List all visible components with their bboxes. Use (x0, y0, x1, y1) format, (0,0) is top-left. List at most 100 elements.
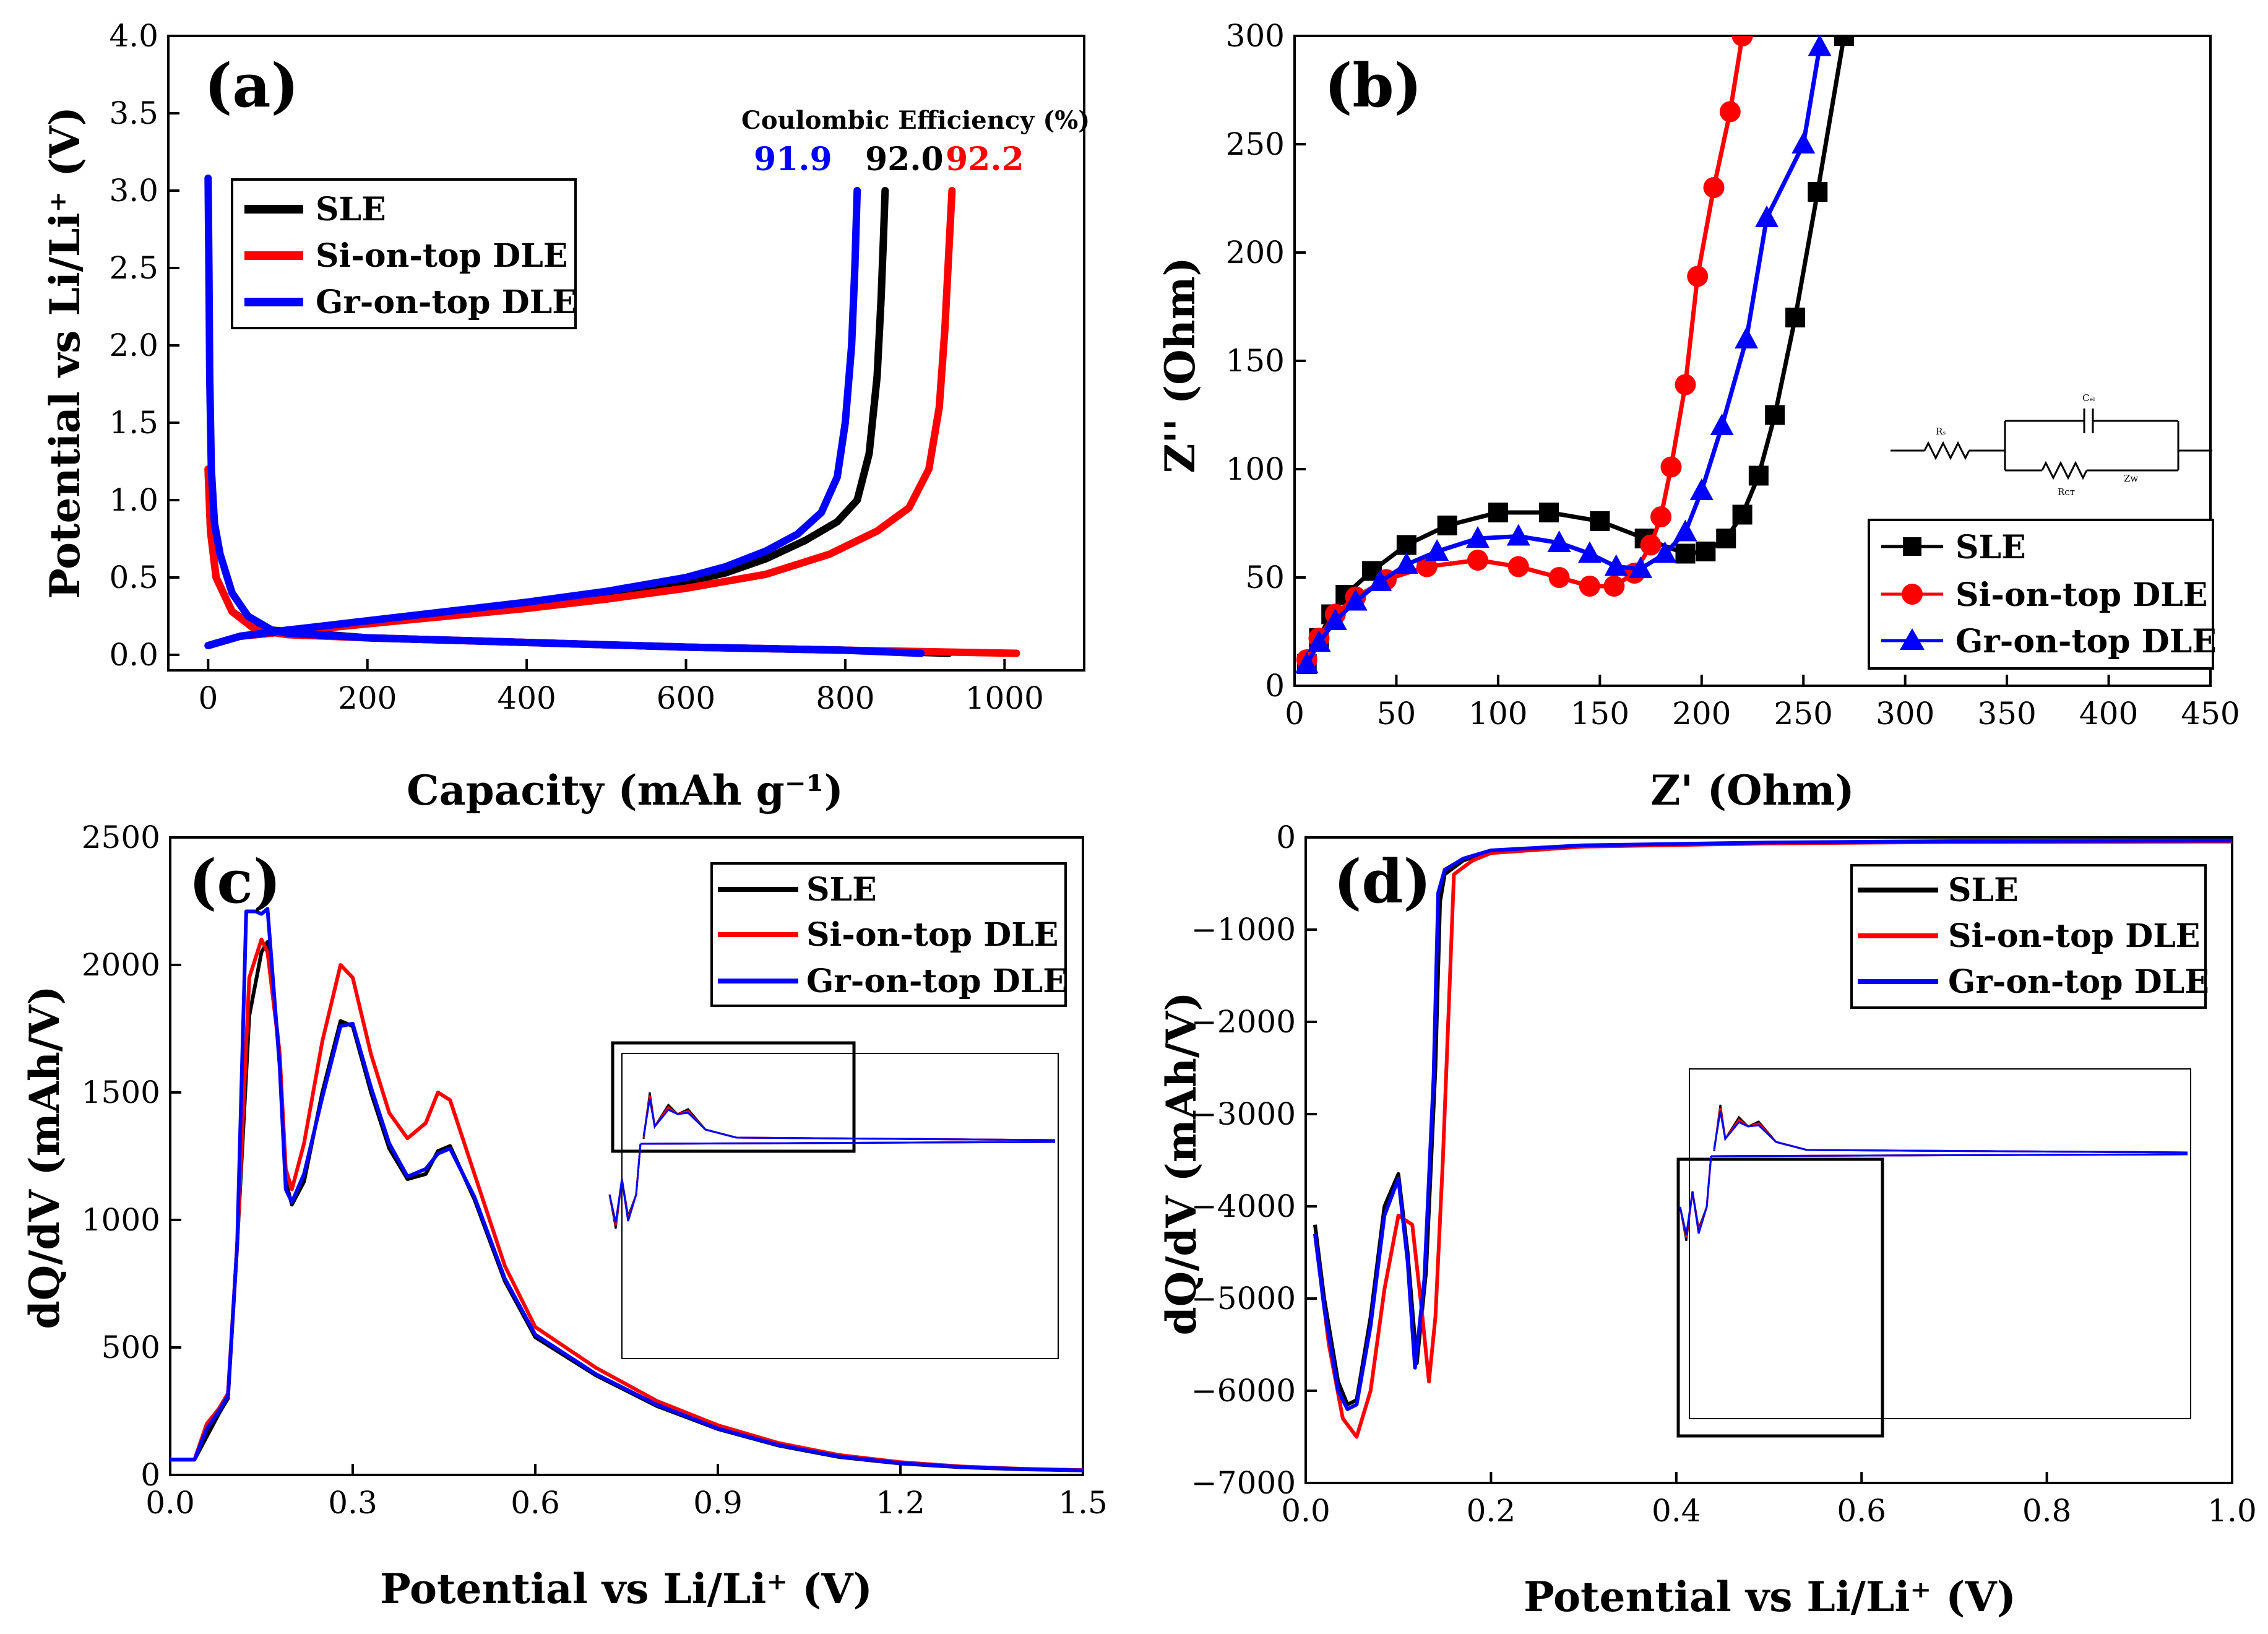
panel-c-ytick-label: 2000 (82, 947, 160, 983)
panel-d-ytick-label: −5000 (1191, 1281, 1296, 1316)
panel-d-legend-sle: SLE (1948, 871, 2019, 909)
panel-b-sle-point (1437, 516, 1457, 535)
circuit-resistor-rct (2041, 460, 2088, 480)
panel-a-ytick-label: 0.5 (109, 560, 158, 595)
panel-c-inset-zoom-box (611, 1041, 856, 1153)
panel-c-dqdv-charge: 0.0 0.3 0.6 0.9 1.2 1.5 0 500 1000 1500 2000 2500 (… (20, 819, 1108, 1613)
circuit-resistor-rs (1923, 441, 1970, 460)
panel-b-sle-point (1748, 465, 1769, 486)
panel-b-sle-point (1488, 503, 1508, 522)
panel-b-sle-point (1834, 36, 1854, 46)
panel-b-gr-point (1808, 36, 1832, 56)
panel-b-si-point (1660, 456, 1682, 478)
inset-gr-baseline (1710, 1153, 2188, 1157)
panel-b-ylabel: Z'' (Ohm) (1156, 257, 1204, 473)
panel-d-inset-frame (1689, 1068, 2191, 1419)
panel-c-ylabel: dQ/dV (mAh/V) (20, 986, 69, 1329)
panel-d-ytick-label: −3000 (1191, 1096, 1296, 1132)
panel-b-gr-point (1394, 552, 1418, 574)
panel-b-legend-sle: SLE (1955, 529, 2026, 566)
panel-d-ytick-label: −2000 (1191, 1004, 1296, 1040)
panel-a-xtick-label: 800 (816, 680, 874, 716)
panel-d-ticks: 0.0 0.2 0.4 0.6 0.8 1.0 −7000 −6000 −5000 −4000 −3… (1191, 819, 2257, 1529)
panel-c-xtick-label: 0.0 (145, 1485, 195, 1521)
panel-c-series (170, 907, 1084, 1472)
panel-c-ytick-label: 1500 (82, 1074, 160, 1110)
inset-gr-lower (1679, 1156, 1712, 1235)
panel-b-ytick-label: 300 (1226, 18, 1285, 54)
panel-c-ticks: 0.0 0.3 0.6 0.9 1.2 1.5 0 500 1000 1500 2000 2500 (82, 819, 1108, 1521)
panel-b-sle-point (1716, 529, 1736, 548)
panel-d-ytick-label: −7000 (1191, 1465, 1296, 1501)
panel-b-si-point (1467, 550, 1488, 571)
panel-d-ytick-label: −6000 (1191, 1373, 1296, 1409)
panel-c-ytick-label: 0 (140, 1457, 160, 1493)
inset-sle-upper (642, 1092, 1056, 1141)
panel-b-xlabel: Z' (Ohm) (1650, 766, 1854, 815)
panel-a-ylabel: Potential vs Li/Li⁺ (V) (41, 106, 89, 599)
panel-c-inset-lines (608, 1092, 1056, 1229)
panel-b-si-point (1731, 36, 1753, 46)
panel-b-gr-point (1307, 630, 1331, 652)
inset-si-upper (1713, 1107, 2188, 1154)
panel-b-xtick-label: 450 (2181, 696, 2240, 732)
panel-a-ytick-label: 0.0 (109, 637, 158, 673)
panel-b-legend-marker-sle (1903, 537, 1921, 556)
panel-b-gr-point (1735, 327, 1759, 348)
panel-a-ticks: 0 200 400 600 800 1000 0.0 0.5 1.0 1.5 2.0 2.5 3.0 3.… (109, 18, 1043, 716)
panel-b-xtick-label: 0 (1285, 696, 1304, 732)
panel-a-ytick-label: 2.5 (109, 250, 158, 286)
panel-b-ytick-label: 100 (1226, 451, 1285, 487)
panel-d-legend: SLE Si-on-top DLE Gr-on-top DLE (1850, 864, 2209, 1009)
panel-b-si-point (1703, 177, 1725, 198)
panel-b-gr-point (1506, 524, 1530, 546)
panel-a-gr-charge-line (204, 187, 861, 649)
panel-b-sle-point (1590, 511, 1610, 531)
panel-c-legend: SLE Si-on-top DLE Gr-on-top DLE (710, 862, 1067, 1007)
panel-c-xtick-label: 0.6 (511, 1485, 560, 1521)
panel-a-plot-area (167, 35, 1085, 672)
panel-b-sle-point (1539, 503, 1559, 522)
panel-b-ticks: 0 50 100 150 200 250 300 350 400 450 0 50 100 150 200 2… (1226, 18, 2240, 732)
panel-b-sle-point (1765, 405, 1785, 425)
panel-b-series (1295, 36, 1854, 674)
panel-b-gr-point (1323, 608, 1347, 630)
panel-d-xtick-label: 0.8 (2022, 1493, 2072, 1529)
circuit-label-zw: Zᴡ (2124, 473, 2138, 484)
panel-d-ytick-label: −4000 (1191, 1188, 1296, 1224)
panel-b-si-point (1687, 266, 1709, 287)
panel-b-gr-point (1604, 554, 1628, 576)
panel-a-ytick-label: 3.5 (109, 95, 158, 131)
panel-c-gr-line (170, 907, 1084, 1472)
panel-b-si-point (1650, 506, 1671, 527)
panel-b-legend: SLE Si-on-top DLE Gr-on-top DLE (1868, 519, 2217, 670)
panel-b-series-clip (1295, 36, 1854, 674)
panel-a-discharge-charge-curves: 0 200 400 600 800 1000 0.0 0.5 1.0 1.5 2.0 2.5 3.0 3.… (41, 18, 1090, 815)
panel-c-xtick-label: 1.5 (1058, 1485, 1108, 1521)
panel-c-ytick-label: 1000 (82, 1202, 160, 1238)
panel-c-si-line (170, 937, 1084, 1472)
panel-d-legend-gr: Gr-on-top DLE (1948, 963, 2209, 1001)
panel-b-si-point (1579, 576, 1600, 597)
panel-b-gr-point (1577, 541, 1602, 563)
panel-b-xtick-label: 250 (1774, 696, 1833, 732)
panel-d-ytick-label: 0 (1276, 819, 1296, 855)
inset-si-upper (642, 1095, 1056, 1141)
panel-a-legend-sle: SLE (316, 191, 386, 228)
inset-sle-upper (1713, 1104, 2188, 1154)
panel-b-xtick-label: 200 (1672, 696, 1731, 732)
panel-d-plot-area (1304, 836, 2233, 1484)
panel-d-label: (d) (1334, 847, 1431, 917)
panel-b-si-point (1675, 374, 1696, 396)
panel-a-xtick-label: 0 (198, 680, 218, 716)
panel-a-xtick-label: 400 (497, 680, 556, 716)
panel-b-ytick-label: 200 (1226, 235, 1285, 270)
panel-c-inset-frame (621, 1053, 1059, 1359)
panel-c-plot-area (169, 836, 1084, 1476)
panel-a-ce-gr: 91.9 (754, 140, 832, 178)
panel-a-xtick-label: 1000 (965, 680, 1044, 716)
panel-c-legend-si: Si-on-top DLE (806, 916, 1058, 954)
panel-c-xlabel: Potential vs Li/Li⁺ (V) (380, 1565, 873, 1613)
panel-b-gr-point (1792, 132, 1816, 153)
